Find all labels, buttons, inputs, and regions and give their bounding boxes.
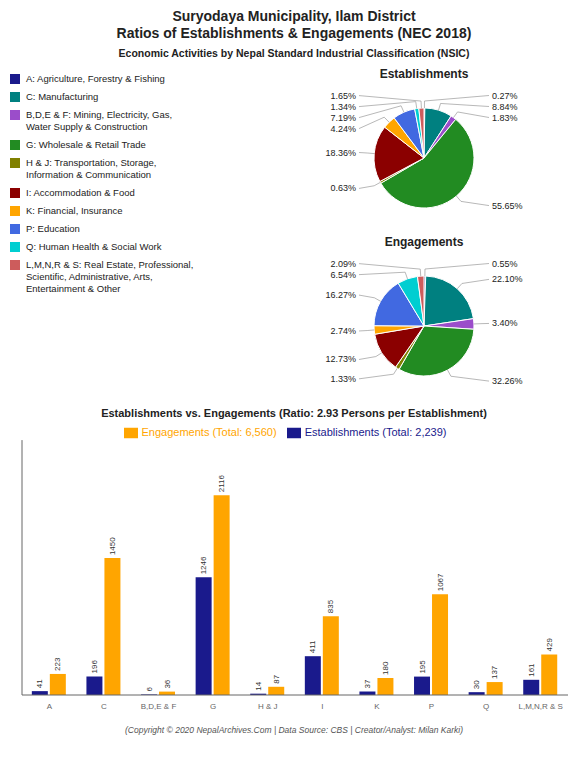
svg-text:7.19%: 7.19% [330, 113, 356, 123]
svg-text:3.40%: 3.40% [492, 318, 518, 328]
svg-text:429: 429 [545, 638, 554, 652]
svg-text:1.83%: 1.83% [492, 113, 518, 123]
html-text:Suryodaya Municipality, Ilam D: Suryodaya Municipality, Ilam District [172, 8, 416, 24]
html-text:A: Agriculture, Forestry & Fis: A: Agriculture, Forestry & Fishing [26, 73, 165, 84]
svg-text:4.24%: 4.24% [330, 124, 356, 134]
svg-text:I: I [321, 702, 323, 711]
svg-text:0.63%: 0.63% [330, 183, 356, 193]
svg-text:K: K [374, 702, 380, 711]
html-text:Ratios of Establishments & Eng: Ratios of Establishments & Engagements (… [116, 25, 472, 41]
svg-text:H & J: H & J [258, 702, 278, 711]
svg-text:196: 196 [90, 660, 99, 674]
html-text:P: Education: P: Education [26, 223, 80, 234]
html-text:L,M,N,R & S: Real Estate, Prof: L,M,N,R & S: Real Estate, Professional, … [26, 259, 194, 294]
svg-text:1.34%: 1.34% [330, 102, 356, 112]
svg-text:1246: 1246 [199, 556, 208, 574]
svg-text:223: 223 [53, 657, 62, 671]
svg-text:B,D,E & F: B,D,E & F [141, 702, 177, 711]
svg-text:C: C [101, 702, 107, 711]
html-text:C: Manufacturing: C: Manufacturing [26, 91, 99, 102]
svg-text:55.65%: 55.65% [492, 201, 523, 211]
svg-text:30: 30 [472, 680, 481, 689]
html-text:Economic Activities by Nepal S: Economic Activities by Nepal Standard In… [118, 47, 470, 59]
svg-text:1450: 1450 [108, 537, 117, 555]
svg-text:161: 161 [527, 663, 536, 677]
svg-text:37: 37 [363, 679, 372, 688]
svg-text:Q: Q [483, 702, 489, 711]
svg-text:18.36%: 18.36% [325, 148, 356, 158]
svg-text:835: 835 [326, 599, 335, 613]
svg-text:32.26%: 32.26% [492, 376, 523, 386]
html-text:Engagements: Engagements [384, 235, 464, 249]
svg-text:2.09%: 2.09% [330, 259, 356, 269]
svg-text:6.54%: 6.54% [330, 270, 356, 280]
html-text:Establishments (Total: 2,239): Establishments (Total: 2,239) [304, 426, 447, 438]
svg-text:14: 14 [254, 681, 263, 690]
svg-text:G: G [210, 702, 216, 711]
html-text:I: Accommodation & Food: I: Accommodation & Food [26, 187, 135, 198]
svg-text:22.10%: 22.10% [492, 274, 523, 284]
svg-text:0.55%: 0.55% [492, 259, 518, 269]
svg-text:L,M,N,R & S: L,M,N,R & S [518, 702, 562, 711]
svg-text:87: 87 [272, 674, 281, 683]
svg-text:12.73%: 12.73% [325, 354, 356, 364]
svg-text:195: 195 [418, 660, 427, 674]
html-text:Establishments vs. Engagements: Establishments vs. Engagements (Ratio: 2… [101, 407, 487, 419]
html-text:H & J: Transportation, Storage: H & J: Transportation, Storage, Informat… [26, 157, 157, 180]
html-text:Q: Human Health & Social Work: Q: Human Health & Social Work [26, 241, 162, 252]
svg-text:8.84%: 8.84% [492, 102, 518, 112]
svg-text:1.65%: 1.65% [330, 91, 356, 101]
svg-text:411: 411 [308, 640, 317, 653]
svg-text:A: A [47, 702, 53, 711]
svg-text:6: 6 [145, 686, 154, 691]
svg-text:1067: 1067 [436, 573, 445, 591]
html-text:Establishments: Establishments [379, 67, 469, 81]
svg-text:16.27%: 16.27% [325, 290, 356, 300]
svg-text:P: P [429, 702, 434, 711]
svg-text:1.33%: 1.33% [330, 374, 356, 384]
svg-text:36: 36 [163, 679, 172, 688]
svg-text:0.27%: 0.27% [492, 91, 518, 101]
html-text:B,D,E & F: Mining, Electricity: B,D,E & F: Mining, Electricity, Gas, Wat… [26, 109, 173, 132]
svg-text:41: 41 [35, 679, 44, 688]
html-text:(Copyright © 2020 NepalArchive: (Copyright © 2020 NepalArchives.Com | Da… [125, 725, 463, 735]
svg-text:180: 180 [381, 661, 390, 675]
svg-text:2.74%: 2.74% [330, 326, 356, 336]
html-text:G: Wholesale & Retail Trade: G: Wholesale & Retail Trade [26, 139, 146, 150]
svg-text:137: 137 [490, 665, 499, 679]
html-text:K: Financial, Insurance: K: Financial, Insurance [26, 205, 123, 216]
html-text:Engagements (Total: 6,560): Engagements (Total: 6,560) [141, 426, 277, 438]
svg-text:2116: 2116 [217, 474, 226, 492]
